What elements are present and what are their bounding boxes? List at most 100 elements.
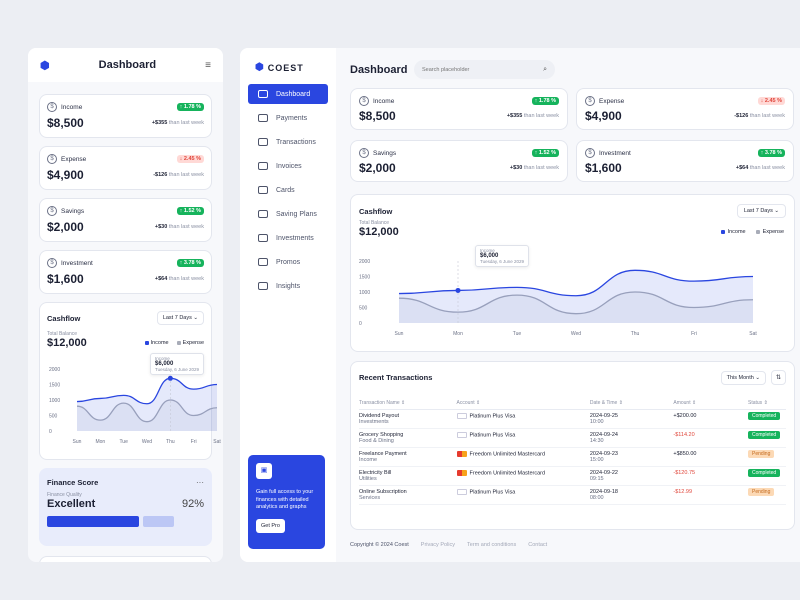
metric-card: $ Savings ↑ 1.52 % $2,000 +$30 than last wee…	[350, 140, 568, 182]
lock-icon: ▣	[256, 463, 272, 479]
change-badge: ↑ 3.78 %	[757, 149, 785, 157]
y-tick-label: 500	[49, 414, 58, 420]
more-icon[interactable]: ···	[196, 478, 204, 487]
footer-link-terms[interactable]: Term and conditions	[467, 542, 517, 548]
dollar-icon: $	[585, 96, 595, 106]
x-tick-label: Fri	[191, 439, 197, 445]
sidebar-item-transactions[interactable]: Transactions	[248, 132, 328, 152]
sidebar-item-dashboard[interactable]: Dashboard	[248, 84, 328, 104]
mobile-tooltip-value: $6,000	[155, 361, 174, 367]
metric-value: $2,000	[359, 161, 396, 175]
get-pro-button[interactable]: Get Pro	[256, 519, 285, 534]
sidebar-item-label: Transactions	[276, 138, 316, 146]
mobile-metric-card: $ Investment ↑ 3.78 % $1,600 +$64 than last …	[39, 250, 212, 294]
tooltip-date: Tuesday, 6 June 2029	[480, 259, 525, 264]
sidebar-item-cards[interactable]: Cards	[248, 180, 328, 200]
sidebar-item-label: Saving Plans	[276, 210, 317, 218]
status-badge: Completed	[748, 469, 781, 477]
legend-income: Income	[727, 229, 746, 235]
mobile-cashflow-chart: 0 500 1000 1500 2000 Sun Mon Tue Wed Thu Fri Sat	[49, 367, 221, 445]
period-select[interactable]: Last 7 Days ⌄	[736, 204, 786, 218]
sidebar-item-invoices[interactable]: Invoices	[248, 156, 328, 176]
mobile-next-card	[39, 556, 212, 562]
sidebar-item-label: Promos	[276, 258, 301, 266]
tx-category: Income	[359, 457, 378, 463]
mobile-tooltip-date: Tuesday, 6 June 2029	[155, 367, 200, 372]
y-tick-label: 500	[359, 306, 368, 312]
metric-delta: +$30	[154, 224, 168, 230]
cashflow-chart: 0 500 1000 1500 2000 Sun Mon Tue Wed Thu Fri Sat	[359, 259, 757, 337]
metric-delta-suffix: than last week	[749, 165, 785, 171]
logo-icon: ⬢	[40, 59, 50, 72]
metric-label: Investment	[599, 149, 631, 157]
change-badge: ↑ 1.52 %	[531, 149, 559, 157]
table-header-row: Transaction Name ⇕ Account ⇕ Date & Time ⇕…	[359, 397, 786, 410]
table-row[interactable]: Dividend Payout Investments Platinum Plus …	[359, 409, 786, 429]
tx-amount: -$120.75	[673, 470, 696, 476]
footer-link-privacy[interactable]: Privacy Policy	[420, 542, 456, 548]
column-header[interactable]: Transaction Name ⇕	[359, 397, 457, 410]
change-badge: ↑ 1.78 %	[176, 103, 204, 111]
search-icon[interactable]: ⌕	[543, 65, 547, 73]
tooltip-label: Income	[480, 248, 495, 253]
mobile-panel: ⬢ Dashboard ≡ $ Income ↑ 1.78 % $8,500 +$355…	[28, 48, 223, 562]
menu-icon[interactable]: ≡	[205, 59, 211, 71]
column-header[interactable]: Date & Time ⇕	[589, 397, 674, 410]
tx-time: 15:00	[589, 457, 604, 463]
filter-icon[interactable]: ⇅	[770, 370, 786, 385]
sidebar-item-insights[interactable]: Insights	[248, 276, 328, 296]
footer-link-contact[interactable]: Contact	[528, 542, 548, 548]
table-row[interactable]: Online Subscription Services Platinum Plus…	[359, 485, 786, 505]
table-row[interactable]: Freelance Payment Income Freedom Unlimited…	[359, 447, 786, 467]
saving-plans-icon	[258, 210, 268, 218]
sidebar-nav: Dashboard Payments Transactions Invoices Car…	[248, 84, 328, 296]
tx-account: Freedom Unlimited Mastercard	[469, 451, 546, 458]
tx-account: Freedom Unlimited Mastercard	[469, 470, 546, 477]
legend-expense: Expense	[762, 229, 784, 235]
change-badge: ↑ 1.52 %	[176, 207, 204, 215]
column-header[interactable]: Status ⇕	[748, 397, 786, 410]
search-input[interactable]	[422, 66, 522, 73]
status-badge: Completed	[748, 412, 781, 420]
table-row[interactable]: Electricity Bill Utilities Freedom Unlimit…	[359, 466, 786, 486]
metric-label: Savings	[61, 207, 85, 215]
sidebar-item-label: Investments	[276, 234, 314, 242]
dollar-icon: $	[359, 96, 369, 106]
month-select[interactable]: This Month ⌄	[720, 370, 766, 385]
metric-delta: +$355	[506, 113, 523, 119]
sidebar-item-label: Payments	[276, 114, 308, 122]
x-tick-label: Tue	[513, 331, 522, 337]
column-header[interactable]: Amount ⇕	[673, 397, 748, 410]
metric-delta-suffix: than last week	[168, 276, 204, 282]
main-area: Dashboard ⌕ $ Income ↑ 1.78 % $8,500 +$355 t…	[336, 48, 800, 562]
metric-delta-suffix: than last week	[168, 172, 204, 178]
dollar-icon: $	[47, 154, 57, 164]
income-line	[76, 377, 218, 405]
tx-account: Platinum Plus Visa	[469, 413, 516, 420]
tx-category: Utilities	[359, 476, 377, 482]
tx-date: 2024-09-18	[589, 489, 618, 495]
tx-date: 2024-09-25	[589, 413, 618, 419]
metric-card: $ Investment ↑ 3.78 % $1,600 +$64 than last …	[576, 140, 794, 182]
mobile-period-select[interactable]: Last 7 Days ⌄	[156, 311, 204, 325]
metric-value: $1,600	[47, 272, 84, 286]
expense-legend-marker	[755, 230, 760, 234]
metric-card: $ Expense ↓ 2.45 % $4,900 -$126 than last we…	[576, 88, 794, 130]
tx-category: Food & Dining	[359, 438, 394, 444]
column-header[interactable]: Account ⇕	[456, 397, 590, 410]
change-badge: ↓ 2.45 %	[757, 97, 785, 105]
metric-delta-suffix: than last week	[168, 224, 204, 230]
metric-delta-suffix: than last week	[523, 165, 559, 171]
finance-score-title: Finance Score	[47, 478, 99, 487]
x-tick-label: Wed	[142, 439, 152, 445]
sidebar: ⬢ COEST Dashboard Payments Transactions Inv…	[240, 48, 336, 562]
sidebar-item-saving-plans[interactable]: Saving Plans	[248, 204, 328, 224]
sidebar-item-investments[interactable]: Investments	[248, 228, 328, 248]
finance-rating: Excellent	[47, 498, 96, 510]
metric-delta-suffix: than last week	[168, 120, 204, 126]
tx-name: Freelance Payment	[359, 451, 407, 457]
tx-category: Investments	[359, 419, 389, 425]
sidebar-item-payments[interactable]: Payments	[248, 108, 328, 128]
table-row[interactable]: Grocery Shopping Food & Dining Platinum Pl…	[359, 428, 786, 448]
sidebar-item-promos[interactable]: Promos	[248, 252, 328, 272]
